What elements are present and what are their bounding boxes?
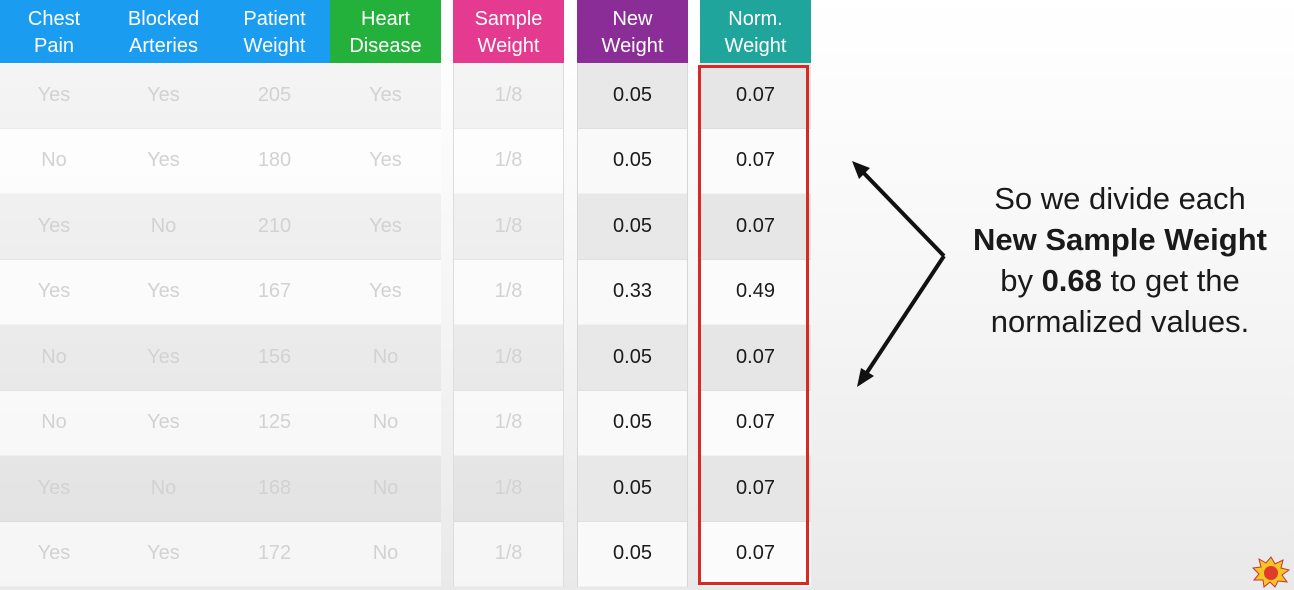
table-cell-sample-weight: 1/8: [454, 521, 563, 587]
bracket-arrows-icon: [852, 161, 946, 387]
table-cell-new-weight: 0.05: [578, 521, 687, 587]
table-cell-patient-weight: 172: [219, 521, 330, 587]
table-cell-norm-weight: 0.07: [700, 521, 811, 587]
table-cell-new-weight: 0.05: [578, 390, 687, 456]
table-cell-chest-pain: No: [0, 325, 108, 391]
table-cell-heart-disease: No: [330, 325, 441, 391]
table-cell-blocked-arteries: Yes: [108, 63, 219, 129]
table-cell-chest-pain: No: [0, 128, 108, 194]
table-cell-blocked-arteries: Yes: [108, 390, 219, 456]
caption-line-4: normalized values.: [990, 304, 1250, 339]
header-norm-weight: Norm. Weight: [700, 0, 811, 63]
table-cell-new-weight: 0.05: [578, 128, 687, 194]
column-new-weight: New Weight 0.05 0.05 0.05 0.33 0.05 0.05 0.05 0.…: [577, 0, 688, 587]
caption-text: to get the: [1101, 263, 1240, 298]
table-cell-heart-disease: Yes: [330, 259, 441, 325]
column-patient-weight: Patient Weight 205 180 210 167 156 125 168 172: [219, 0, 330, 587]
table-cell-blocked-arteries: No: [108, 194, 219, 260]
caption-line-2: New Sample Weight: [945, 219, 1294, 260]
table-cell-norm-weight: 0.49: [700, 259, 811, 325]
table-cell-new-weight: 0.05: [578, 456, 687, 522]
table-cell-blocked-arteries: Yes: [108, 325, 219, 391]
table-cell-new-weight: 0.33: [578, 259, 687, 325]
table-cell-sample-weight: 1/8: [454, 456, 563, 522]
header-line: Weight: [243, 34, 306, 57]
arrow-down-icon: [860, 254, 946, 382]
table-cell-new-weight: 0.05: [578, 63, 687, 129]
caption-bold-text: New Sample Weight: [973, 222, 1267, 257]
header-line: Pain: [33, 34, 75, 57]
table-cell-new-weight: 0.05: [578, 194, 687, 260]
header-line: Disease: [349, 34, 422, 57]
caption-text: by: [1000, 263, 1042, 298]
header-line: Blocked: [127, 7, 200, 30]
caption-bold-number: 0.68: [1041, 263, 1102, 298]
table-cell-sample-weight: 1/8: [454, 194, 563, 260]
table-cell-blocked-arteries: Yes: [108, 259, 219, 325]
header-line: Arteries: [129, 34, 198, 57]
table-cell-patient-weight: 125: [219, 390, 330, 456]
header-heart-disease: Heart Disease: [330, 0, 441, 63]
column-norm-weight: Norm. Weight 0.07 0.07 0.07 0.49 0.07 0.07 0.07…: [700, 0, 811, 587]
table-cell-patient-weight: 168: [219, 456, 330, 522]
table-cell-chest-pain: Yes: [0, 63, 108, 129]
arrowhead-down-icon: [857, 368, 874, 387]
table-cell-chest-pain: Yes: [0, 194, 108, 260]
table-cell-heart-disease: No: [330, 456, 441, 522]
explanation-caption: So we divide each New Sample Weight by 0…: [945, 178, 1294, 342]
header-line: New: [612, 7, 653, 30]
table-cell-heart-disease: Yes: [330, 128, 441, 194]
table-cell-heart-disease: No: [330, 521, 441, 587]
column-heart-disease: Heart Disease Yes Yes Yes Yes No No No No: [330, 0, 441, 587]
table-cell-patient-weight: 167: [219, 259, 330, 325]
table-cell-norm-weight: 0.07: [700, 325, 811, 391]
column-sample-weight: Sample Weight 1/8 1/8 1/8 1/8 1/8 1/8 1/8 1/8: [453, 0, 564, 587]
table-cell-norm-weight: 0.07: [700, 390, 811, 456]
table-cell-patient-weight: 205: [219, 63, 330, 129]
header-line: Heart: [361, 7, 410, 30]
table-cell-patient-weight: 180: [219, 128, 330, 194]
table-cell-norm-weight: 0.07: [700, 194, 811, 260]
column-chest-pain: Chest Pain Yes No Yes Yes No No Yes Yes: [0, 0, 108, 587]
table-cell-sample-weight: 1/8: [454, 128, 563, 194]
header-chest-pain: Chest Pain: [0, 0, 108, 63]
header-sample-weight: Sample Weight: [453, 0, 564, 63]
header-line: Chest: [27, 7, 81, 30]
header-line: Weight: [477, 34, 540, 57]
header-patient-weight: Patient Weight: [219, 0, 330, 63]
header-blocked-arteries: Blocked Arteries: [108, 0, 219, 63]
table-cell-norm-weight: 0.07: [700, 456, 811, 522]
table-cell-sample-weight: 1/8: [454, 259, 563, 325]
caption-line-3: by 0.68 to get the: [945, 260, 1294, 301]
table-cell-blocked-arteries: Yes: [108, 128, 219, 194]
table-cell-norm-weight: 0.07: [700, 63, 811, 129]
caption-line-1: So we divide each: [994, 181, 1246, 216]
table-cell-sample-weight: 1/8: [454, 63, 563, 129]
table-cell-chest-pain: Yes: [0, 259, 108, 325]
arrow-up-icon: [855, 164, 946, 258]
table-cell-chest-pain: Yes: [0, 521, 108, 587]
header-new-weight: New Weight: [577, 0, 688, 63]
header-line: Weight: [724, 34, 787, 57]
table-cell-sample-weight: 1/8: [454, 390, 563, 456]
table-cell-patient-weight: 156: [219, 325, 330, 391]
table-cell-chest-pain: Yes: [0, 456, 108, 522]
table-cell-heart-disease: Yes: [330, 194, 441, 260]
header-line: Sample: [474, 7, 543, 30]
table-cell-norm-weight: 0.07: [700, 128, 811, 194]
table-cell-new-weight: 0.05: [578, 325, 687, 391]
table-cell-heart-disease: Yes: [330, 63, 441, 129]
table-cell-sample-weight: 1/8: [454, 325, 563, 391]
header-line: Weight: [601, 34, 664, 57]
table-cell-chest-pain: No: [0, 390, 108, 456]
column-blocked-arteries: Blocked Arteries Yes Yes No Yes Yes Yes No Yes: [108, 0, 219, 587]
header-line: Patient: [243, 7, 306, 30]
table-cell-patient-weight: 210: [219, 194, 330, 260]
table-cell-blocked-arteries: No: [108, 456, 219, 522]
statquest-logo-icon: [1252, 556, 1290, 588]
header-line: Norm.: [728, 7, 783, 30]
table-cell-heart-disease: No: [330, 390, 441, 456]
table-cell-blocked-arteries: Yes: [108, 521, 219, 587]
arrowhead-up-icon: [852, 161, 870, 179]
